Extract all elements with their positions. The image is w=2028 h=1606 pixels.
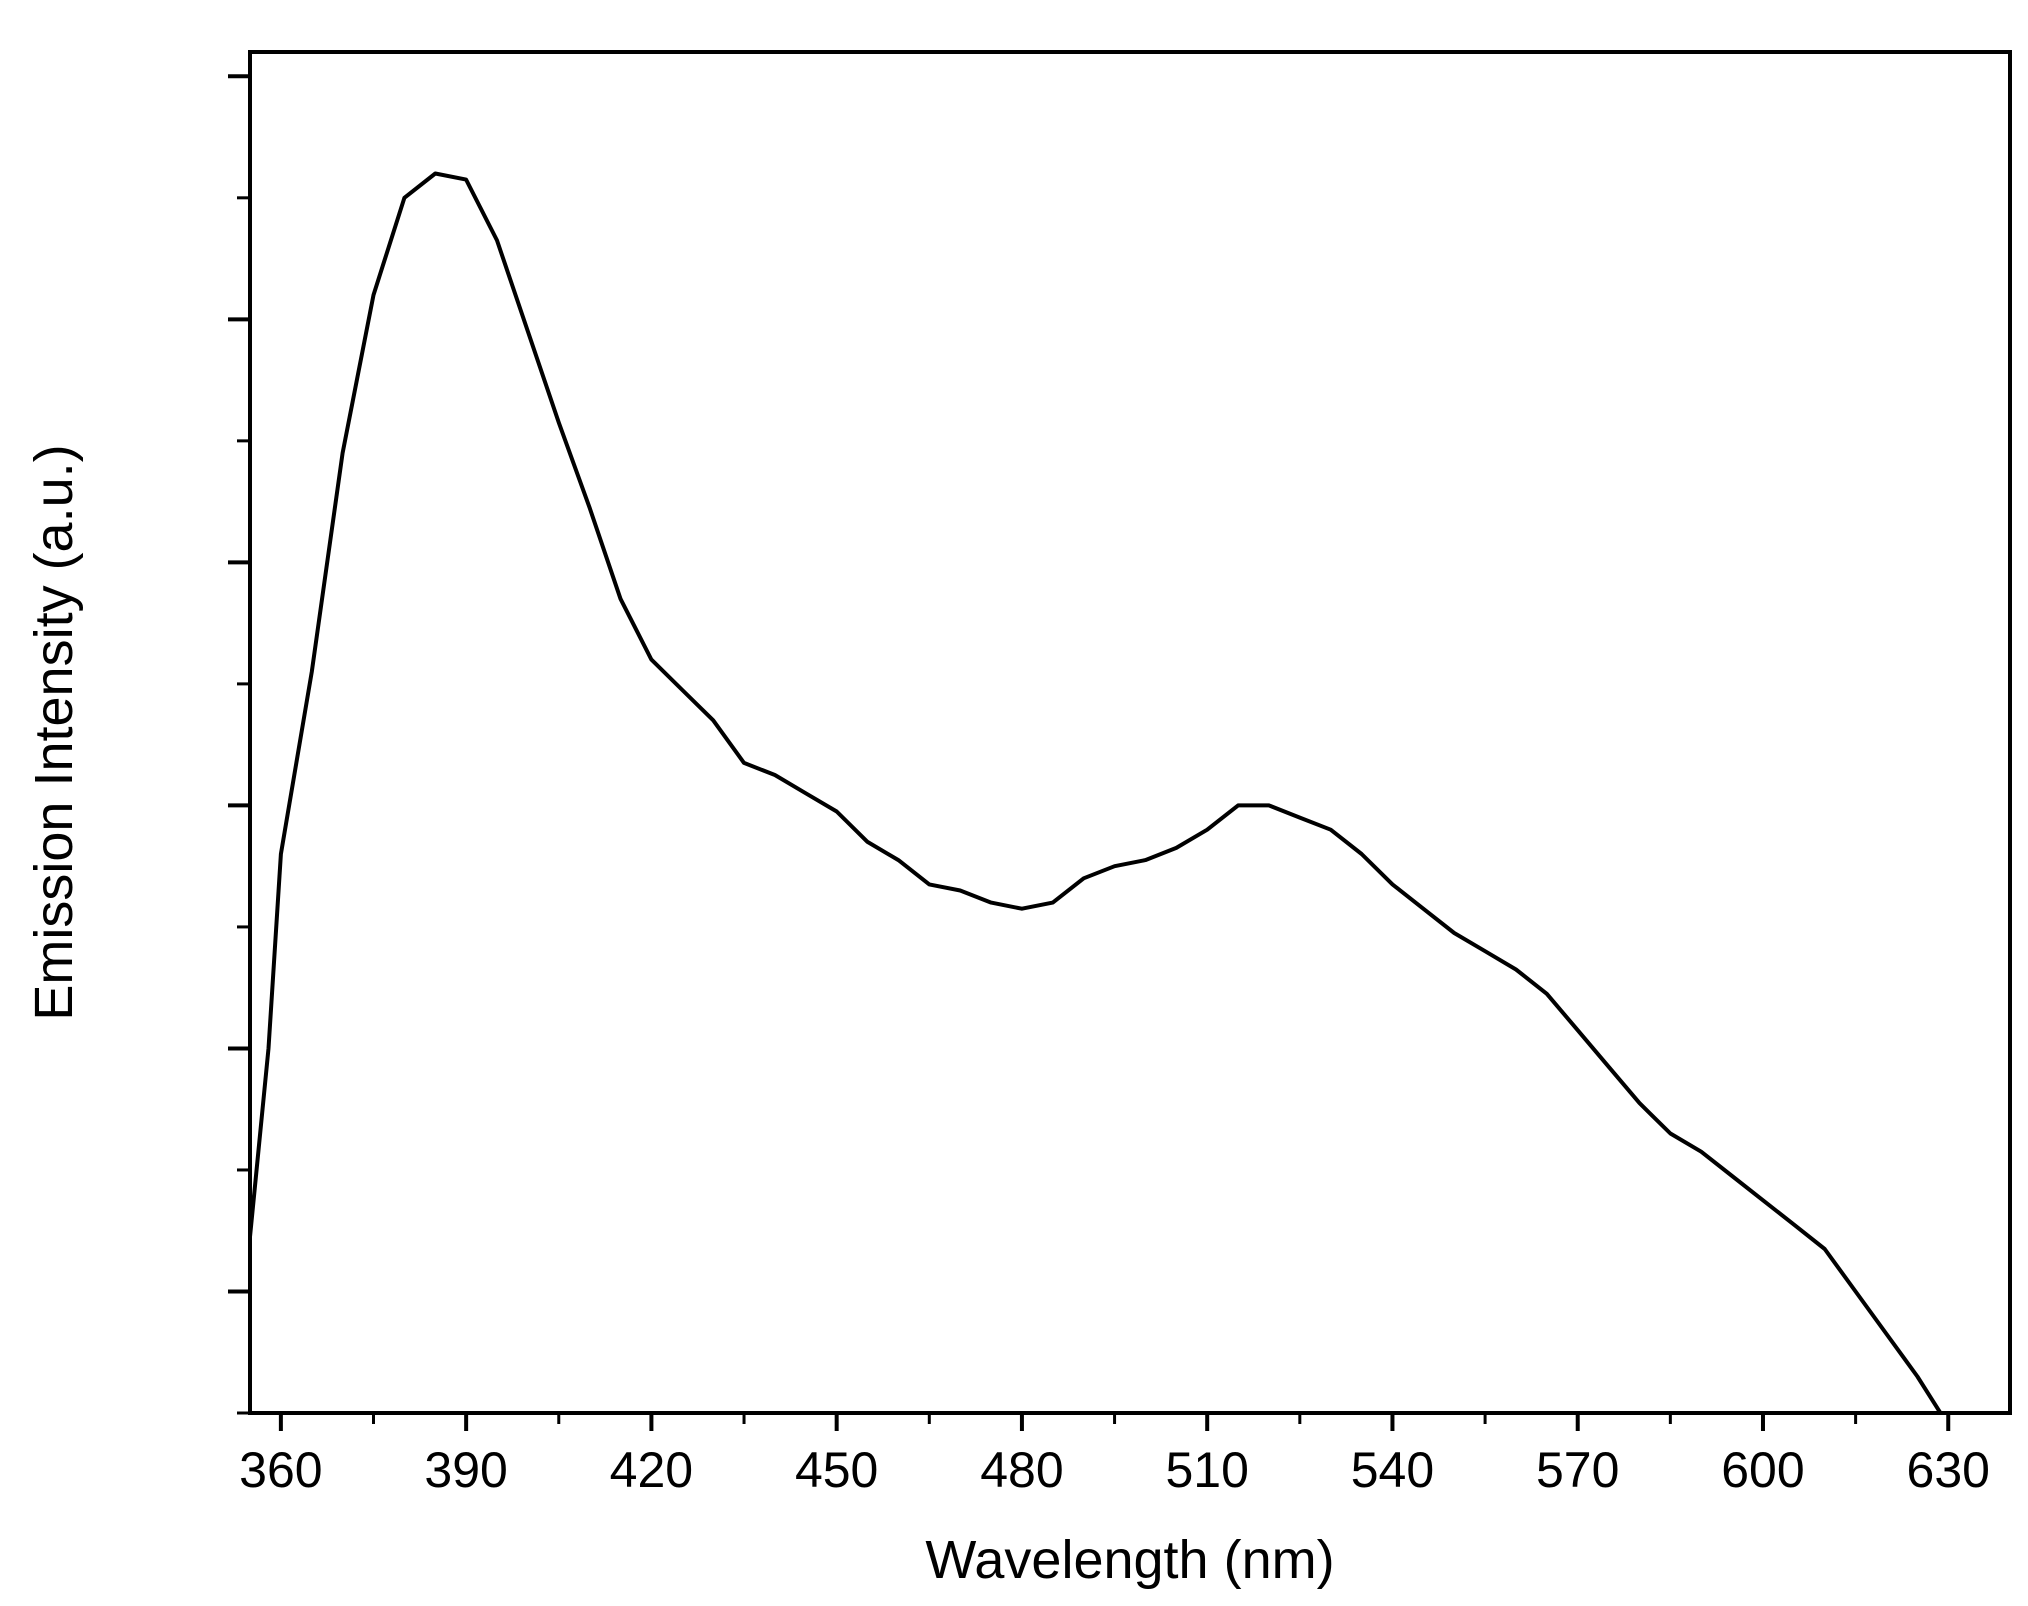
x-tick-label: 360: [239, 1442, 322, 1498]
x-tick-label: 510: [1165, 1442, 1248, 1498]
x-tick-label: 480: [980, 1442, 1063, 1498]
plot-frame: [248, 50, 2012, 1415]
plot-layer: [250, 171, 1943, 1413]
y-axis-title: Emission Intensity (a.u.): [24, 444, 84, 1020]
series-line: [250, 171, 1943, 1413]
x-tick-label: 570: [1536, 1442, 1619, 1498]
x-axis-title: Wavelength (nm): [925, 1530, 1334, 1590]
x-tick-label: 390: [424, 1442, 507, 1498]
x-tick-label: 420: [610, 1442, 693, 1498]
x-tick-label: 540: [1351, 1442, 1434, 1498]
x-tick-label: 600: [1721, 1442, 1804, 1498]
x-tick-label: 630: [1907, 1442, 1990, 1498]
labels-layer: 360 390 420 450 480 510 540 570 600 630: [239, 1442, 1990, 1498]
ticks-layer: [228, 74, 1951, 1431]
x-tick-label: 450: [795, 1442, 878, 1498]
